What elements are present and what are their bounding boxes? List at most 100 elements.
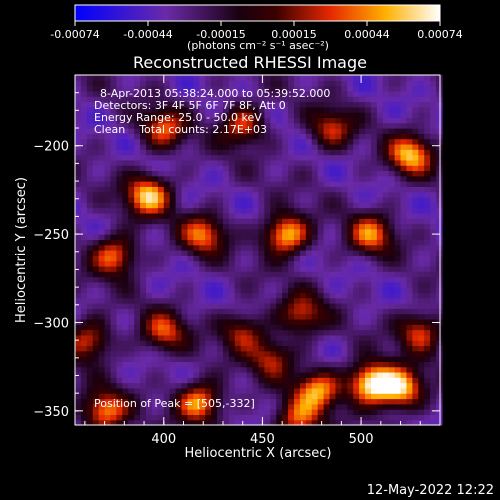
heatmap-cell — [317, 202, 325, 209]
heatmap-cell — [353, 143, 360, 150]
heatmap-cell — [400, 297, 408, 304]
heatmap-cell — [110, 101, 118, 108]
heatmap-cell — [436, 181, 443, 187]
heatmap-cell — [370, 218, 378, 225]
heatmap-cell — [169, 239, 177, 246]
heatmap-cell — [151, 281, 159, 288]
heatmap-cell — [394, 387, 402, 394]
heatmap-cell — [276, 159, 283, 166]
heatmap-cell — [228, 371, 236, 378]
heatmap-cell — [323, 234, 331, 240]
heatmap-cell — [80, 128, 88, 134]
heatmap-cell — [157, 207, 165, 214]
heatmap-cell — [75, 403, 82, 410]
heatmap-cell — [104, 234, 112, 240]
heatmap-cell — [329, 181, 337, 187]
heatmap-cell — [341, 345, 348, 352]
heatmap-cell — [335, 117, 342, 124]
heatmap-cell — [140, 96, 147, 103]
heatmap-cell — [75, 334, 82, 341]
heatmap-cell — [370, 414, 378, 421]
heatmap-cell — [335, 234, 342, 240]
heatmap-cell — [317, 101, 325, 108]
heatmap-cell — [92, 122, 100, 129]
heatmap-cell — [80, 271, 88, 278]
heatmap-cell — [359, 276, 366, 283]
heatmap-cell — [305, 356, 313, 362]
heatmap-cell — [181, 96, 189, 103]
heatmap-cell — [146, 308, 153, 315]
heatmap-cell — [234, 287, 242, 294]
heatmap-cell — [80, 403, 88, 410]
heatmap-cell — [222, 181, 230, 187]
heatmap-cell — [376, 128, 384, 134]
heatmap-cell — [335, 143, 342, 150]
heatmap-cell — [234, 181, 242, 187]
heatmap-cell — [353, 366, 360, 373]
heatmap-cell — [240, 345, 248, 352]
heatmap-cell — [128, 382, 135, 389]
heatmap-cell — [288, 403, 295, 410]
heatmap-cell — [430, 387, 437, 394]
heatmap-cell — [98, 398, 106, 405]
heatmap-cell — [240, 393, 248, 400]
heatmap-cell — [317, 212, 325, 219]
heatmap-cell — [98, 128, 106, 134]
heatmap-cell — [151, 191, 159, 198]
heatmap-cell — [228, 292, 236, 299]
heatmap-cell — [305, 191, 313, 198]
heatmap-cell — [311, 393, 319, 400]
heatmap-cell — [317, 345, 325, 352]
heatmap-cell — [264, 308, 271, 315]
heatmap-cell — [400, 170, 408, 177]
heatmap-cell — [430, 356, 437, 362]
heatmap-cell — [140, 345, 147, 352]
heatmap-cell — [264, 85, 271, 92]
heatmap-cell — [258, 85, 266, 92]
heatmap-cell — [264, 212, 271, 219]
heatmap-cell — [199, 170, 206, 177]
heatmap-cell — [311, 207, 319, 214]
heatmap-cell — [228, 414, 236, 421]
heatmap-cell — [406, 191, 413, 198]
heatmap-cell — [187, 128, 194, 134]
heatmap-cell — [258, 101, 266, 108]
heatmap-cell — [252, 133, 260, 140]
heatmap-cell — [264, 377, 271, 384]
heatmap-cell — [187, 265, 194, 272]
heatmap-cell — [92, 90, 100, 97]
heatmap-cell — [400, 106, 408, 113]
heatmap-cell — [370, 260, 378, 267]
heatmap-cell — [418, 276, 425, 283]
heatmap-cell — [305, 281, 313, 288]
heatmap-cell — [181, 414, 189, 421]
heatmap-cell — [151, 356, 159, 362]
heatmap-cell — [365, 96, 372, 103]
heatmap-cell — [92, 265, 100, 272]
heatmap-cell — [388, 350, 396, 357]
heatmap-cell — [276, 154, 283, 161]
heatmap-cell — [163, 350, 171, 357]
heatmap-cell — [234, 159, 242, 166]
heatmap-cell — [418, 191, 425, 198]
heatmap-cell — [157, 403, 165, 410]
heatmap-cell — [365, 75, 372, 81]
heatmap-cell — [86, 149, 94, 156]
heatmap-cell — [134, 85, 141, 92]
heatmap-cell — [217, 202, 224, 209]
heatmap-cell — [335, 90, 342, 97]
heatmap-cell — [80, 366, 88, 373]
heatmap-cell — [365, 191, 372, 198]
heatmap-cell — [376, 366, 384, 373]
heatmap-cell — [157, 324, 165, 331]
heatmap-cell — [400, 382, 408, 389]
heatmap-cell — [240, 181, 248, 187]
heatmap-cell — [187, 106, 194, 113]
heatmap-cell — [217, 250, 224, 256]
heatmap-cell — [394, 128, 402, 134]
heatmap-cell — [400, 244, 408, 251]
heatmap-cell — [335, 329, 342, 336]
heatmap-cell — [122, 80, 129, 87]
heatmap-cell — [382, 239, 390, 246]
heatmap-cell — [163, 276, 171, 283]
